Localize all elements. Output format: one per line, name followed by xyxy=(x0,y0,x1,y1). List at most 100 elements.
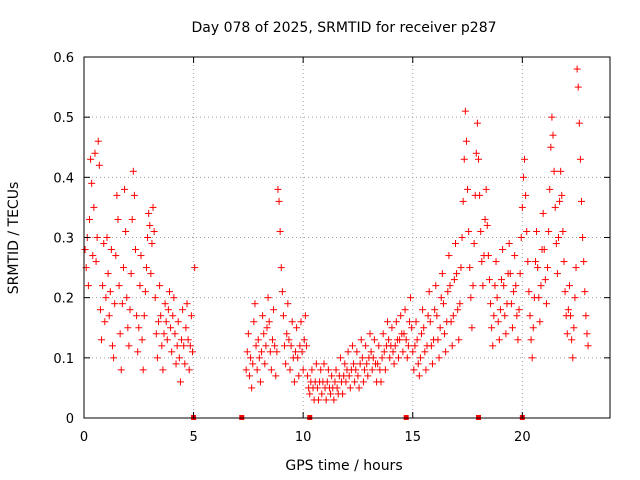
x-tick-label: 10 xyxy=(295,430,312,445)
data-point xyxy=(549,131,557,139)
data-point xyxy=(407,294,415,302)
data-point xyxy=(395,354,403,362)
data-point xyxy=(117,366,125,374)
data-point xyxy=(296,342,304,350)
data-point xyxy=(419,306,427,314)
data-point xyxy=(324,366,332,374)
data-point xyxy=(499,246,507,254)
data-point xyxy=(375,342,383,350)
data-point xyxy=(515,306,523,314)
data-point xyxy=(482,185,490,193)
data-point xyxy=(291,348,299,356)
data-point xyxy=(560,258,568,266)
data-point xyxy=(104,270,112,278)
data-point xyxy=(500,282,508,290)
data-point xyxy=(113,191,121,199)
data-point xyxy=(252,342,260,350)
data-point xyxy=(547,143,555,151)
data-point xyxy=(302,342,310,350)
data-point xyxy=(300,336,308,344)
data-point xyxy=(267,366,275,374)
tick-labels: 0 0.1 0.2 0.3 0.4 0.5 0.6 0 5 10 15 20 xyxy=(53,51,530,445)
data-point xyxy=(167,324,175,332)
data-point xyxy=(103,234,111,241)
data-point xyxy=(111,300,119,308)
data-point xyxy=(358,354,366,362)
data-point xyxy=(142,264,150,272)
data-point xyxy=(108,342,116,350)
data-point xyxy=(147,270,155,278)
data-point xyxy=(271,342,279,350)
data-point xyxy=(100,240,108,248)
data-point xyxy=(576,155,584,163)
data-point xyxy=(160,330,168,338)
data-point xyxy=(550,167,558,175)
data-point xyxy=(155,318,163,326)
data-point xyxy=(502,330,510,338)
data-point xyxy=(388,324,396,332)
data-point xyxy=(437,294,445,302)
data-point xyxy=(568,336,576,344)
data-point xyxy=(276,227,284,235)
data-point xyxy=(454,306,462,314)
data-point xyxy=(286,366,294,374)
y-tick-label: 0 xyxy=(66,412,74,427)
data-point xyxy=(459,197,467,205)
data-point xyxy=(110,354,118,362)
data-point xyxy=(84,282,92,290)
data-point xyxy=(378,354,386,362)
data-point xyxy=(141,288,149,296)
data-point xyxy=(128,215,136,223)
data-point xyxy=(412,318,420,326)
data-point xyxy=(539,209,547,217)
data-point xyxy=(540,246,548,254)
data-point xyxy=(445,252,453,260)
data-point xyxy=(137,252,145,260)
data-point xyxy=(186,342,194,350)
data-point xyxy=(529,324,537,332)
data-point xyxy=(425,288,433,296)
data-point xyxy=(451,240,459,248)
data-point xyxy=(569,354,577,362)
data-point xyxy=(524,258,532,266)
data-point xyxy=(541,276,549,284)
data-point xyxy=(582,312,590,320)
data-point xyxy=(377,378,385,386)
data-point xyxy=(447,318,455,326)
data-point xyxy=(341,360,349,368)
data-point xyxy=(85,215,93,223)
data-point xyxy=(575,119,583,127)
data-point xyxy=(353,348,361,356)
data-point xyxy=(404,342,412,350)
data-point xyxy=(354,372,362,380)
data-point xyxy=(124,324,132,332)
data-point xyxy=(402,336,410,344)
data-point xyxy=(331,378,339,386)
data-point xyxy=(348,342,356,350)
data-point xyxy=(132,246,140,254)
data-point xyxy=(174,318,182,326)
data-point xyxy=(102,294,110,302)
data-point xyxy=(282,360,290,368)
data-point xyxy=(389,348,397,356)
data-point xyxy=(462,137,470,145)
data-point xyxy=(259,312,267,320)
data-point xyxy=(127,270,135,278)
data-point xyxy=(285,336,293,344)
data-point xyxy=(157,312,165,320)
data-point xyxy=(165,288,173,296)
x-tick-label: 0 xyxy=(80,430,88,445)
data-point xyxy=(392,318,400,326)
data-point xyxy=(163,336,171,344)
data-point xyxy=(505,240,513,248)
data-point xyxy=(170,294,178,302)
data-point xyxy=(533,227,541,235)
data-point xyxy=(468,324,476,332)
data-point xyxy=(458,234,466,241)
data-point xyxy=(274,185,282,193)
data-point xyxy=(130,191,138,199)
data-point xyxy=(410,366,418,374)
data-point xyxy=(411,342,419,350)
data-point xyxy=(488,324,496,332)
